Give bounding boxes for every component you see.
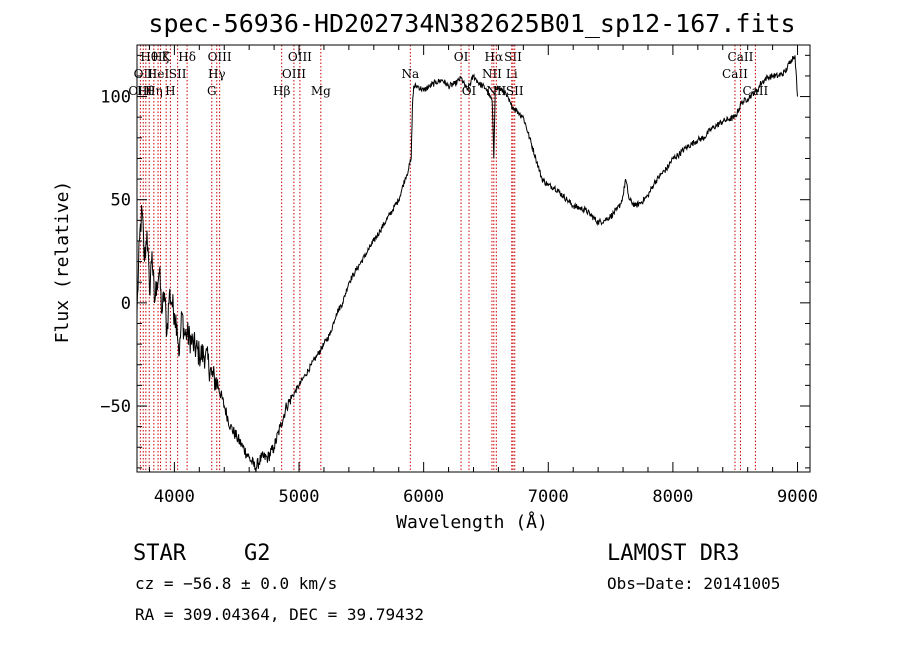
line-marker-label: Hβ <box>273 84 290 98</box>
line-marker-label: Hη <box>145 84 163 98</box>
x-tick-label: 7000 <box>528 487 569 507</box>
line-marker-label: G <box>207 84 217 98</box>
line-marker-label: HeI <box>147 67 170 81</box>
line-marker-label: Hθ <box>137 84 155 98</box>
plot-frame <box>136 44 811 473</box>
x-tick-label: 5000 <box>279 487 320 507</box>
line-marker-label: SII <box>504 50 522 64</box>
line-marker-label: Mg <box>311 84 331 98</box>
line-marker-label: Hζ <box>152 50 169 64</box>
y-tick-label: 0 <box>121 294 131 314</box>
x-tick-label: 8000 <box>652 487 693 507</box>
x-tick-label: 4000 <box>154 487 195 507</box>
redshift-cz: cz = −56.8 ± 0.0 km/s <box>135 574 337 593</box>
line-marker-label: OIII <box>128 84 152 98</box>
line-marker-label: Hα <box>485 50 504 64</box>
object-class: STAR <box>133 541 187 566</box>
line-marker-label: OI <box>454 50 469 64</box>
x-tick-label: 6000 <box>403 487 444 507</box>
line-marker-label: NII <box>486 84 506 98</box>
line-marker-label: SII <box>506 84 524 98</box>
line-marker-label: SII <box>169 67 187 81</box>
y-tick-label: 50 <box>111 191 131 211</box>
spectrum-series-line <box>136 55 798 473</box>
observation-date: Obs−Date: 20141005 <box>607 574 780 593</box>
axis-ticks: 4000 5000 6000 7000 8000 9000 −50 0 50 100 <box>100 45 818 507</box>
line-marker-label: OIII <box>282 67 306 81</box>
x-tick-label: 9000 <box>777 487 818 507</box>
y-axis-label: Flux (relative) <box>52 181 73 344</box>
coordinates: RA = 309.04364, DEC = 39.79432 <box>135 605 424 624</box>
x-axis-label: Wavelength (Å) <box>396 511 548 533</box>
line-marker-label: OIII <box>208 50 232 64</box>
line-marker-label: OIII <box>288 50 312 64</box>
line-marker-label: OII <box>134 67 154 81</box>
y-tick-label: −50 <box>100 397 131 417</box>
line-marker-label: CaII <box>728 50 754 64</box>
line-marker-label: OI <box>462 84 477 98</box>
y-tick-label: 100 <box>100 88 131 108</box>
line-marker-label: CaII <box>722 67 748 81</box>
line-marker-label: Hγ <box>208 67 226 81</box>
line-marker-label: H <box>165 84 175 98</box>
object-subclass: G2 <box>244 541 271 566</box>
spectral-line-markers: OIIIOIIHθHθHηHeIHζKHSIIHδGHγOIIIHβOIIIOI… <box>128 45 769 472</box>
line-marker-label: K <box>162 50 172 64</box>
line-marker-label: Li <box>506 67 518 81</box>
line-marker-label: Na <box>401 67 419 81</box>
line-marker-label: Hδ <box>178 50 196 64</box>
line-marker-label: NII <box>482 67 502 81</box>
chart-title: spec-56936-HD202734N382625B01_sp12-167.f… <box>148 9 795 38</box>
survey-name: LAMOST DR3 <box>607 541 739 566</box>
